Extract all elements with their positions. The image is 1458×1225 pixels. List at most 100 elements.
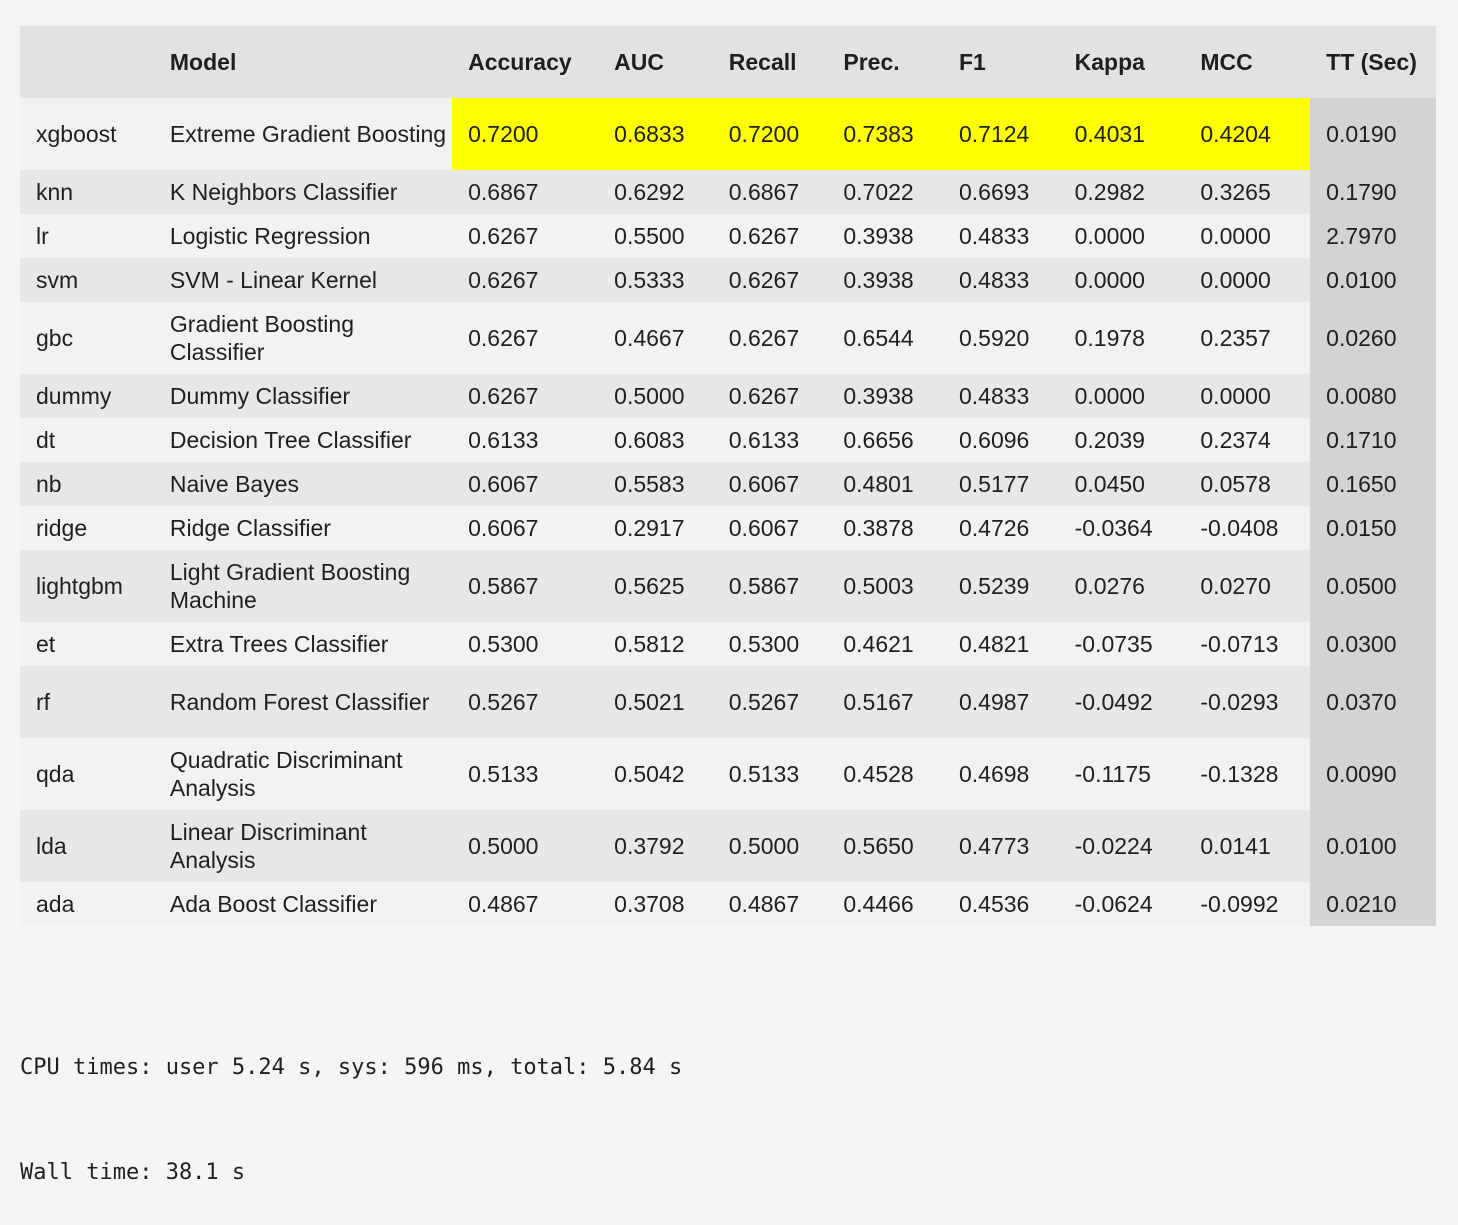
model-name-cell: Extra Trees Classifier xyxy=(153,622,453,666)
model-name-cell: Naive Bayes xyxy=(153,462,453,506)
table-row: svm SVM - Linear Kernel 0.6267 0.5333 0.6267… xyxy=(20,258,1436,302)
table-row: xgboost Extreme Gradient Boosting 0.7200 0.… xyxy=(20,98,1436,170)
model-name-cell: Quadratic Discriminant Analysis xyxy=(153,738,453,810)
metric-cell: 0.1978 xyxy=(1058,302,1185,374)
metric-cell: 0.6267 xyxy=(712,214,828,258)
model-name-cell: Ada Boost Classifier xyxy=(153,882,453,926)
table-body: xgboost Extreme Gradient Boosting 0.7200 0.… xyxy=(20,98,1436,926)
metric-cell: 0.6267 xyxy=(712,302,828,374)
metric-cell: 0.0000 xyxy=(1058,214,1185,258)
table-row: ada Ada Boost Classifier 0.4867 0.3708 0.486… xyxy=(20,882,1436,926)
metric-cell: 0.3708 xyxy=(598,882,713,926)
metric-cell: 0.4801 xyxy=(827,462,943,506)
metric-cell: 0.6067 xyxy=(452,506,599,550)
metric-cell: 0.4833 xyxy=(943,258,1059,302)
model-name-cell: Dummy Classifier xyxy=(153,374,453,418)
table-row: nb Naive Bayes 0.6067 0.5583 0.6067 0.4801 0.5… xyxy=(20,462,1436,506)
metric-cell: 0.0080 xyxy=(1310,374,1436,418)
model-id-cell: qda xyxy=(20,738,154,810)
metric-cell: 0.6656 xyxy=(827,418,943,462)
table-row: gbc Gradient Boosting Classifier 0.6267 0.4… xyxy=(20,302,1436,374)
metric-cell: 0.0190 xyxy=(1310,98,1436,170)
table-row: ridge Ridge Classifier 0.6067 0.2917 0.6067 0… xyxy=(20,506,1436,550)
metric-cell: 0.0270 xyxy=(1184,550,1311,622)
metric-cell: -0.0492 xyxy=(1058,666,1185,738)
metric-cell: 0.7383 xyxy=(827,98,943,170)
metric-cell: 0.5042 xyxy=(598,738,713,810)
metric-cell: 0.4204 xyxy=(1184,98,1311,170)
metric-cell: 0.6267 xyxy=(452,302,599,374)
model-name-cell: Ridge Classifier xyxy=(153,506,453,550)
metric-cell: 0.3938 xyxy=(827,214,943,258)
metric-cell: 0.5300 xyxy=(712,622,828,666)
metric-cell: 0.5000 xyxy=(712,810,828,882)
metric-cell: 0.0370 xyxy=(1310,666,1436,738)
metric-cell: 0.5167 xyxy=(827,666,943,738)
metric-cell: 0.6833 xyxy=(598,98,713,170)
model-id-cell: knn xyxy=(20,170,154,214)
model-name-cell: K Neighbors Classifier xyxy=(153,170,453,214)
metric-cell: 0.5267 xyxy=(452,666,599,738)
metric-cell: 0.4867 xyxy=(712,882,828,926)
metric-cell: 0.5000 xyxy=(452,810,599,882)
metric-cell: 0.4536 xyxy=(943,882,1059,926)
metric-cell: 0.6267 xyxy=(712,374,828,418)
metric-cell: 0.5500 xyxy=(598,214,713,258)
metric-cell: 0.4833 xyxy=(943,374,1059,418)
metric-cell: 0.5021 xyxy=(598,666,713,738)
metric-cell: 0.0210 xyxy=(1310,882,1436,926)
model-id-cell: lda xyxy=(20,810,154,882)
cpu-times-line: CPU times: user 5.24 s, sys: 596 ms, tot… xyxy=(20,1055,683,1080)
metric-cell: 0.2982 xyxy=(1058,170,1185,214)
metric-cell: 0.0260 xyxy=(1310,302,1436,374)
model-name-cell: SVM - Linear Kernel xyxy=(153,258,453,302)
metric-cell: 0.6267 xyxy=(452,258,599,302)
metric-cell: 0.6267 xyxy=(712,258,828,302)
metric-cell: -0.0992 xyxy=(1184,882,1311,926)
table-header: Model Accuracy AUC Recall Prec. F1 Kappa MCC TT … xyxy=(20,26,1436,98)
metric-cell: 0.3938 xyxy=(827,374,943,418)
metric-cell: 0.4773 xyxy=(943,810,1059,882)
metric-cell: 0.6096 xyxy=(943,418,1059,462)
model-comparison-table: Model Accuracy AUC Recall Prec. F1 Kappa MCC TT … xyxy=(20,26,1436,926)
metric-cell: 0.2357 xyxy=(1184,302,1311,374)
metric-cell: 0.6867 xyxy=(712,170,828,214)
metric-cell: 2.7970 xyxy=(1310,214,1436,258)
model-id-cell: ridge xyxy=(20,506,154,550)
metric-cell: 0.5239 xyxy=(943,550,1059,622)
cell-output-text: CPU times: user 5.24 s, sys: 596 ms, tot… xyxy=(20,980,682,1225)
metric-cell: 0.4726 xyxy=(943,506,1059,550)
metric-cell: 0.4833 xyxy=(943,214,1059,258)
metric-cell: 0.5920 xyxy=(943,302,1059,374)
metric-cell: 0.2917 xyxy=(598,506,713,550)
model-id-cell: et xyxy=(20,622,154,666)
metric-cell: 0.5177 xyxy=(943,462,1059,506)
metric-cell: 0.3938 xyxy=(827,258,943,302)
metric-cell: 0.0100 xyxy=(1310,810,1436,882)
metric-cell: 0.6067 xyxy=(712,462,828,506)
metric-cell: -0.1175 xyxy=(1058,738,1185,810)
metric-cell: 0.5650 xyxy=(827,810,943,882)
metric-cell: 0.4667 xyxy=(598,302,713,374)
column-header xyxy=(20,26,154,98)
metric-cell: 0.5300 xyxy=(452,622,599,666)
metric-cell: 0.5583 xyxy=(598,462,713,506)
wall-time-line: Wall time: 38.1 s xyxy=(20,1160,246,1185)
model-id-cell: lightgbm xyxy=(20,550,154,622)
metric-cell: 0.6067 xyxy=(452,462,599,506)
metric-cell: 0.6544 xyxy=(827,302,943,374)
model-id-cell: dt xyxy=(20,418,154,462)
metric-cell: 0.6267 xyxy=(452,214,599,258)
metric-cell: 0.0276 xyxy=(1058,550,1185,622)
model-name-cell: Linear Discriminant Analysis xyxy=(153,810,453,882)
metric-cell: -0.0713 xyxy=(1184,622,1311,666)
metric-cell: 0.4821 xyxy=(943,622,1059,666)
metric-cell: 0.2039 xyxy=(1058,418,1185,462)
metric-cell: 0.1650 xyxy=(1310,462,1436,506)
table-row: dt Decision Tree Classifier 0.6133 0.6083 0.… xyxy=(20,418,1436,462)
model-name-cell: Logistic Regression xyxy=(153,214,453,258)
metric-cell: 0.6133 xyxy=(452,418,599,462)
metric-cell: 0.0090 xyxy=(1310,738,1436,810)
metric-cell: 0.6067 xyxy=(712,506,828,550)
table-row: dummy Dummy Classifier 0.6267 0.5000 0.6267 0… xyxy=(20,374,1436,418)
